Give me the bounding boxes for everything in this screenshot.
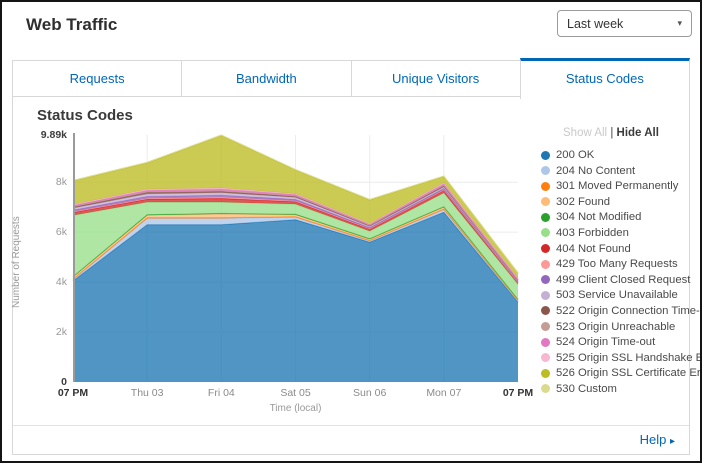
legend-item[interactable]: 302 Found <box>541 195 700 208</box>
legend-swatch-icon <box>541 368 550 378</box>
legend-label: 523 Origin Unreachable <box>556 320 676 333</box>
legend-label: 522 Origin Connection Time-out <box>556 304 702 317</box>
legend-swatch-icon <box>541 275 550 285</box>
chart-legend: Show All | Hide All 200 OK 204 No Content… <box>541 127 702 399</box>
legend-swatch-icon <box>541 384 550 394</box>
chart-title: Status Codes <box>37 107 133 124</box>
area-edge <box>72 134 519 274</box>
x-tick-label: 07 PM <box>502 387 534 399</box>
tab-status-codes[interactable]: Status Codes <box>519 58 690 99</box>
chevron-down-icon: ▾ <box>677 18 682 28</box>
page-title: Web Traffic <box>26 15 118 34</box>
x-tick-label: Sun 06 <box>353 387 387 399</box>
legend-label: 302 Found <box>556 195 611 208</box>
help-label: Help <box>639 432 667 447</box>
legend-label: 304 Not Modified <box>556 211 642 224</box>
legend-item[interactable]: 404 Not Found <box>541 242 700 255</box>
area-200-ok <box>73 212 518 382</box>
legend-label: 403 Forbidden <box>556 226 629 239</box>
panel-footer: Help ▸ <box>13 425 689 454</box>
legend-label: 503 Service Unavailable <box>556 289 678 302</box>
legend-item[interactable]: 200 OK <box>541 149 700 161</box>
legend-label: 525 Origin SSL Handshake Error <box>556 351 700 364</box>
legend-controls-divider: | <box>610 127 614 139</box>
y-tick-label: 0 <box>61 376 67 388</box>
y-tick-label: 4k <box>55 276 67 289</box>
status-codes-panel: Status Codes Number of Requests Time (lo… <box>11 96 700 455</box>
y-tick-label: 9.89k <box>40 129 67 141</box>
y-tick-label: 2k <box>55 326 67 339</box>
legend-item[interactable]: 301 Moved Permanently <box>541 180 700 193</box>
legend-item[interactable]: 204 No Content <box>541 164 700 177</box>
x-tick-label: Sat 05 <box>280 387 311 399</box>
legend-label: 524 Origin Time-out <box>556 336 656 349</box>
legend-controls: Show All | Hide All <box>541 127 700 139</box>
legend-swatch-icon <box>541 306 550 316</box>
legend-label: 530 Custom <box>556 382 617 395</box>
legend-label: 404 Not Found <box>556 242 631 255</box>
legend-item[interactable]: 524 Origin Time-out <box>541 336 700 349</box>
legend-label: 200 OK <box>556 149 595 161</box>
legend-swatch-icon <box>541 337 550 347</box>
legend-swatch-icon <box>541 290 550 300</box>
tab-requests[interactable]: Requests <box>12 60 183 97</box>
area-403-forbidden <box>73 192 518 300</box>
help-arrow-icon: ▸ <box>669 436 675 447</box>
x-tick-label: Mon 07 <box>426 387 462 399</box>
hide-all-link[interactable]: Hide All <box>616 127 659 139</box>
legend-item[interactable]: 525 Origin SSL Handshake Error <box>541 351 700 364</box>
legend-swatch-icon <box>541 259 550 269</box>
legend-swatch-icon <box>541 212 550 222</box>
status-codes-chart[interactable] <box>72 133 519 382</box>
tab-bar: Requests Bandwidth Unique Visitors Status C… <box>12 58 690 99</box>
period-dropdown-value: Last week <box>567 16 624 31</box>
area-526-origin-ssl-certificate-error <box>73 135 518 279</box>
legend-label: 429 Too Many Requests <box>556 258 678 271</box>
x-tick-label: Fri 04 <box>207 387 235 399</box>
legend-swatch-icon <box>541 197 550 207</box>
legend-item[interactable]: 526 Origin SSL Certificate Error <box>541 367 702 380</box>
x-tick-label: Thu 03 <box>130 387 164 399</box>
y-tick-label: 6k <box>55 226 67 239</box>
tab-bandwidth[interactable]: Bandwidth <box>181 60 352 97</box>
legend-item[interactable]: 403 Forbidden <box>541 226 700 239</box>
legend-swatch-icon <box>541 228 550 238</box>
legend-swatch-icon <box>541 244 550 254</box>
legend-swatch-icon <box>541 181 550 191</box>
legend-swatch-icon <box>541 322 550 332</box>
legend-label: 204 No Content <box>556 164 636 177</box>
legend-item[interactable]: 530 Custom <box>541 382 700 395</box>
show-all-link[interactable]: Show All <box>563 127 608 139</box>
x-tick-label: 07 PM <box>57 387 89 399</box>
legend-item[interactable]: 304 Not Modified <box>541 211 700 224</box>
y-tick-label: 8k <box>55 176 67 189</box>
legend-item[interactable]: 429 Too Many Requests <box>541 258 700 271</box>
x-axis-title: Time (local) <box>269 403 322 414</box>
stacked-area-svg[interactable] <box>72 133 519 382</box>
legend-item[interactable]: 499 Client Closed Request <box>541 273 700 286</box>
legend-item[interactable]: 503 Service Unavailable <box>541 289 700 302</box>
legend-swatch-icon <box>541 166 550 176</box>
legend-item[interactable]: 522 Origin Connection Time-out <box>541 304 702 317</box>
legend-swatch-icon <box>541 150 550 160</box>
legend-label: 499 Client Closed Request <box>556 273 691 286</box>
help-link[interactable]: Help ▸ <box>640 432 675 447</box>
tab-unique-visitors[interactable]: Unique Visitors <box>350 60 521 97</box>
legend-label: 526 Origin SSL Certificate Error <box>556 367 702 380</box>
legend-label: 301 Moved Permanently <box>556 180 679 193</box>
legend-swatch-icon <box>541 353 550 363</box>
legend-item[interactable]: 523 Origin Unreachable <box>541 320 700 333</box>
period-dropdown[interactable]: Last week ▾ <box>557 10 692 37</box>
